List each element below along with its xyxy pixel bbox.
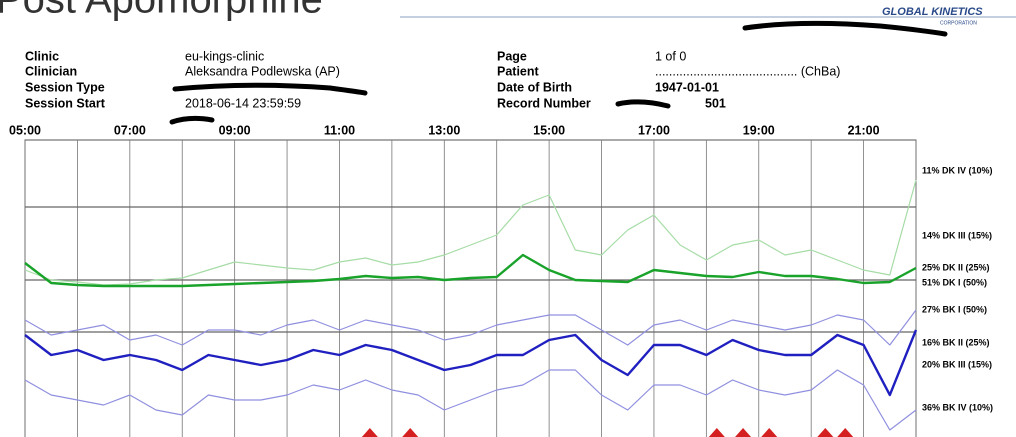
series-line (24, 253, 917, 288)
band-label: 36% BK IV (10%) (922, 402, 993, 412)
band-label: 14% DK III (15%) (922, 230, 992, 240)
event-marker (817, 428, 834, 437)
fields: Clinic eu-kings-clinic Clinician Aleksandra… (25, 49, 840, 110)
x-tick-label: 05:00 (9, 123, 41, 137)
field-label: Patient (497, 64, 540, 78)
series-line (24, 369, 917, 431)
field-label: Page (497, 49, 527, 63)
field-value: 501 (705, 96, 726, 110)
x-tick-label: 17:00 (638, 123, 670, 137)
report-title: Post Apomorphine (0, 0, 323, 22)
series-line (24, 179, 917, 286)
redactions (169, 20, 948, 125)
field-label: Date of Birth (497, 80, 572, 94)
band-label: 16% BK II (25%) (922, 337, 990, 347)
redaction (615, 99, 671, 109)
event-marker (361, 428, 378, 437)
x-tick-label: 21:00 (848, 123, 880, 137)
x-tick-label: 19:00 (743, 123, 775, 137)
event-marker (402, 428, 419, 437)
field-label: Clinician (25, 64, 77, 78)
field-value: eu-kings-clinic (185, 49, 264, 63)
redaction (172, 82, 368, 96)
series-line (24, 309, 917, 346)
x-tick-label: 13:00 (428, 123, 460, 137)
field-value: 1 of 0 (655, 49, 686, 63)
x-tick-label: 09:00 (219, 123, 251, 137)
field-label: Session Start (25, 96, 106, 110)
event-marker (761, 428, 778, 437)
field-label: Session Type (25, 80, 105, 94)
redaction (742, 20, 948, 37)
event-marker (708, 428, 725, 437)
x-tick-label: 11:00 (324, 123, 355, 137)
field-value: Aleksandra Podlewska (AP) (185, 64, 340, 78)
field-label: Record Number (497, 96, 591, 110)
redaction (169, 115, 215, 125)
chart: 05:00 07:00 09:00 11:00 13:00 15:00 17:00 19:00… (9, 123, 993, 437)
field-value: 2018-06-14 23:59:59 (185, 96, 301, 110)
event-marker (837, 428, 854, 437)
plot-frame (24, 139, 917, 437)
band-label: 11% DK IV (10%) (922, 165, 993, 175)
field-value: 1947-01-01 (655, 80, 719, 94)
event-marker (735, 428, 752, 437)
x-tick-label: 15:00 (533, 123, 565, 137)
field-label: Clinic (25, 49, 59, 63)
band-label: 20% BK III (15%) (922, 359, 992, 369)
logo-sub: CORPORATION (940, 20, 977, 26)
band-label: 51% DK I (50%) (922, 277, 987, 287)
x-tick-label: 07:00 (114, 123, 146, 137)
series-line (24, 329, 918, 397)
band-label: 25% DK II (25%) (922, 262, 990, 272)
logo: GLOBAL KINETICS (882, 6, 983, 18)
field-value: ........................................… (655, 64, 840, 78)
band-label: 27% BK I (50%) (922, 304, 987, 314)
